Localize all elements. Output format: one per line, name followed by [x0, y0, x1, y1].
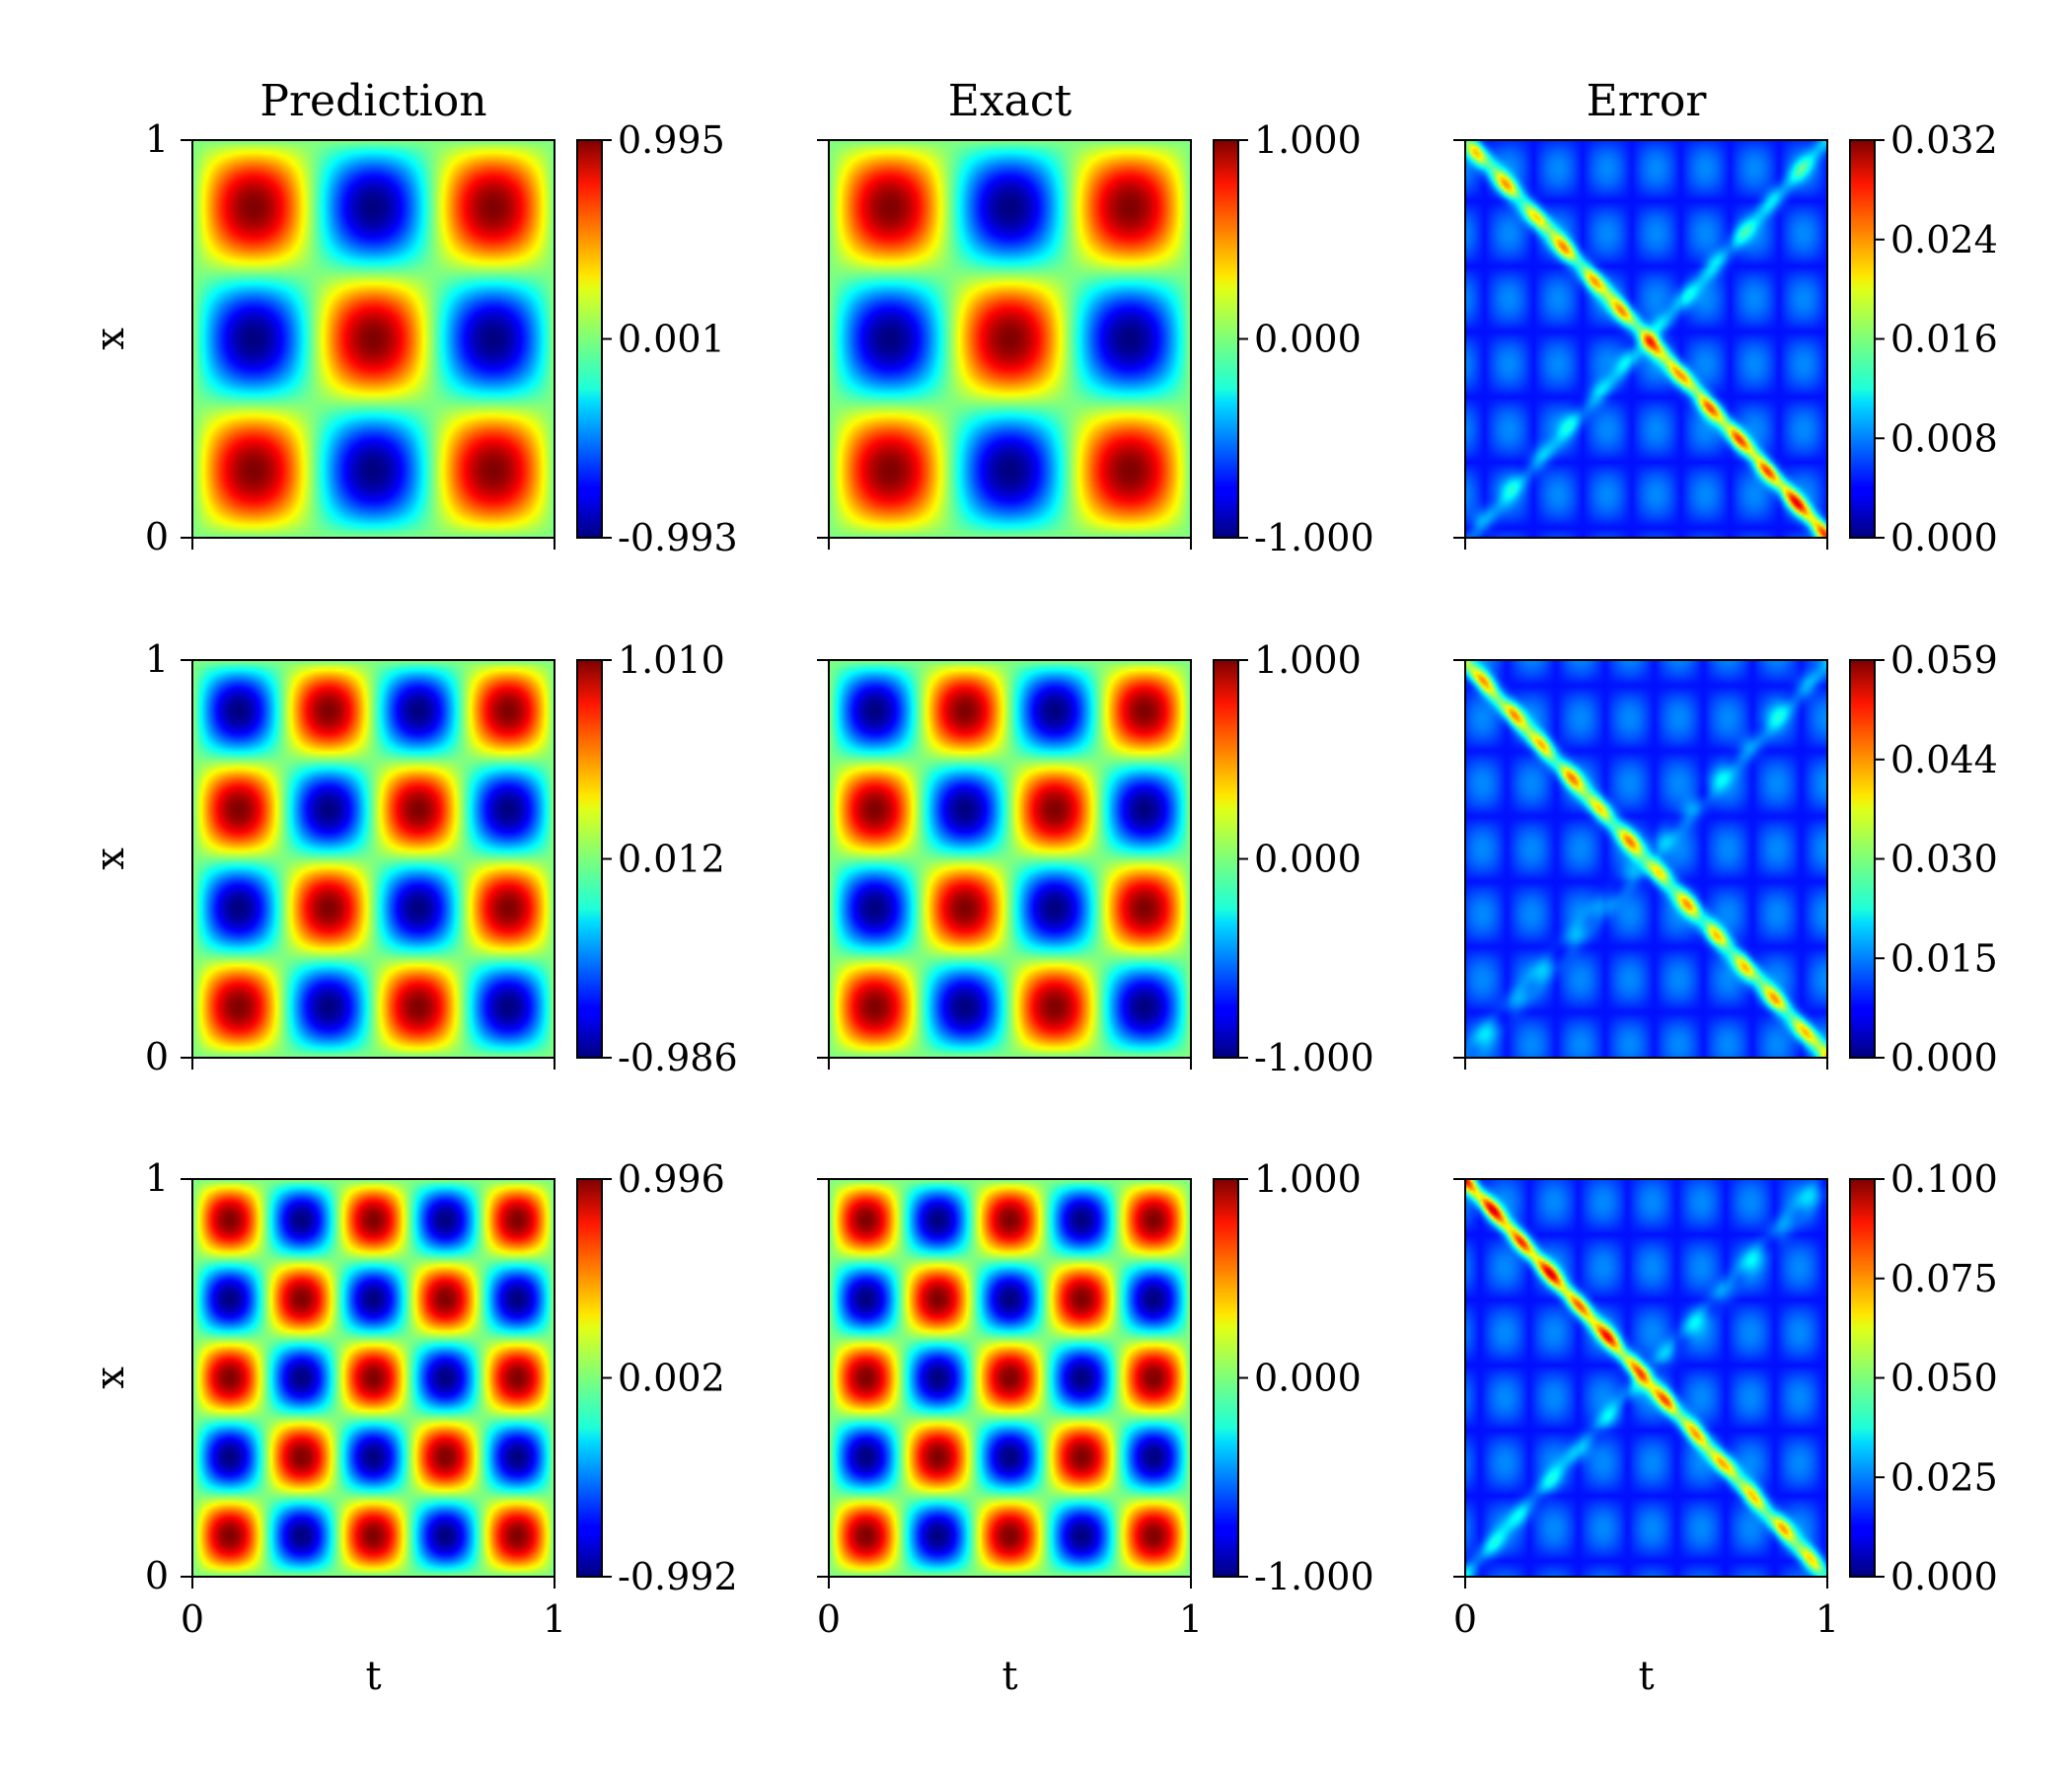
heatmap-image: [1465, 1179, 1827, 1577]
colorbar-tick-label: -0.992: [618, 1555, 738, 1598]
y-axis-label: x: [88, 848, 133, 870]
colorbar-tick-label: 0.001: [618, 318, 725, 361]
y-tick-label: 1: [145, 637, 169, 681]
y-tick-label: 1: [145, 117, 169, 161]
colorbar-tick-label: 0.000: [1254, 1357, 1362, 1400]
colorbar-tick-label: 0.000: [1890, 1036, 1998, 1079]
colorbar: [1214, 140, 1238, 538]
axes-frame: [828, 1178, 1192, 1578]
axes-frame: [191, 659, 555, 1059]
x-tick-label: 1: [1179, 1597, 1203, 1641]
heatmap-image: [1465, 660, 1827, 1058]
colorbar-tick-label: 1.000: [1254, 118, 1362, 162]
panel-error-row-3: 0 1 t 0.100 0.075 0.050 0.025 0.000: [1453, 1157, 1998, 1699]
column-title: Prediction: [259, 76, 486, 126]
colorbar-tick-label: 1.000: [1254, 1157, 1362, 1201]
colorbar: [1214, 660, 1238, 1058]
axes-frame: [191, 1178, 555, 1578]
x-tick-label: 0: [181, 1597, 204, 1641]
colorbar-tick-label: 0.000: [1254, 838, 1362, 881]
colorbar-tick-label: 0.012: [618, 838, 725, 881]
colorbar: [1850, 660, 1875, 1058]
axes-frame: [1464, 1178, 1828, 1578]
axes-frame: [1464, 139, 1828, 539]
column-title: Error: [1587, 76, 1708, 126]
axes-frame: [828, 659, 1192, 1059]
x-tick-label: 0: [1453, 1597, 1477, 1641]
colorbar-tick-label: 0.050: [1890, 1357, 1998, 1400]
colorbar: [577, 1179, 602, 1577]
colorbar: [577, 140, 602, 538]
panel-prediction-row-1: 1 0 x Prediction 0.995 0.001 -0.993: [88, 76, 738, 559]
panel-exact-row-3: 0 1 t 1.000 0.000 -1.000: [817, 1157, 1374, 1699]
y-axis-label: x: [88, 1367, 133, 1389]
colorbar-tick-label: 0.032: [1890, 118, 1998, 162]
colorbar: [577, 660, 602, 1058]
colorbar-tick-label: -0.986: [618, 1036, 738, 1079]
heatmap-image: [1465, 140, 1827, 538]
colorbar-tick-label: 0.016: [1890, 318, 1998, 361]
x-axis-label: t: [365, 1654, 381, 1699]
y-tick-label: 0: [145, 1035, 169, 1078]
colorbar-tick-label: 0.025: [1890, 1455, 1998, 1499]
y-axis-label: x: [88, 328, 133, 350]
y-tick-label: 0: [145, 515, 169, 558]
x-tick-label: 1: [1815, 1597, 1839, 1641]
colorbar-tick-label: 0.015: [1890, 936, 1998, 980]
colorbar-tick-label: -1.000: [1254, 1036, 1374, 1079]
y-tick-label: 1: [145, 1156, 169, 1200]
panel-prediction-row-2: 1 0 x 1.010 0.012 -0.986: [88, 637, 738, 1079]
x-tick-label: 0: [817, 1597, 841, 1641]
panel-exact-row-1: Exact 1.000 0.000 -1.000: [817, 76, 1374, 559]
x-tick-label: 1: [543, 1597, 566, 1641]
colorbar-tick-label: 0.030: [1890, 838, 1998, 881]
colorbar-tick-label: 0.044: [1890, 738, 1998, 781]
colorbar-tick-label: -0.993: [618, 516, 738, 559]
colorbar-tick-label: 1.000: [1254, 638, 1362, 682]
colorbar-tick-label: 0.059: [1890, 638, 1998, 682]
heatmap-image: [829, 660, 1191, 1058]
colorbar-tick-label: 0.100: [1890, 1157, 1998, 1201]
heatmap-image: [192, 1179, 555, 1577]
colorbar-tick-label: -1.000: [1254, 516, 1374, 559]
panel-exact-row-2: 1.000 0.000 -1.000: [817, 638, 1374, 1079]
panel-error-row-1: Error 0.032 0.024 0.016 0.008 0.000: [1453, 76, 1998, 559]
panel-prediction-row-3: 1 0 x 0 1 t 0.996 0.002 -0.992: [88, 1156, 738, 1699]
colorbar-tick-label: 0.000: [1254, 318, 1362, 361]
axes-frame: [1464, 659, 1828, 1059]
heatmap-image: [829, 1179, 1191, 1577]
colorbar: [1850, 1179, 1875, 1577]
heatmap-image: [829, 140, 1191, 538]
column-title: Exact: [948, 76, 1073, 126]
heatmap-image: [192, 140, 555, 538]
colorbar-tick-label: 0.008: [1890, 416, 1998, 460]
colorbar: [1850, 140, 1875, 538]
colorbar-tick-label: 0.000: [1890, 1555, 1998, 1598]
colorbar-tick-label: 0.995: [618, 118, 725, 162]
panel-error-row-2: 0.059 0.044 0.030 0.015 0.000: [1453, 638, 1998, 1079]
x-axis-label: t: [1001, 1654, 1017, 1699]
colorbar-tick-label: -1.000: [1254, 1555, 1374, 1598]
axes-frame: [191, 139, 555, 539]
colorbar-tick-label: 0.024: [1890, 218, 1998, 261]
colorbar-tick-label: 0.002: [618, 1357, 725, 1400]
y-tick-label: 0: [145, 1554, 169, 1597]
colorbar: [1214, 1179, 1238, 1577]
colorbar-tick-label: 0.075: [1890, 1257, 1998, 1300]
colorbar-tick-label: 0.996: [618, 1157, 725, 1201]
x-axis-label: t: [1638, 1654, 1654, 1699]
colorbar-tick-label: 0.000: [1890, 516, 1998, 559]
axes-frame: [828, 139, 1192, 539]
colorbar-tick-label: 1.010: [618, 638, 725, 682]
heatmap-image: [192, 660, 555, 1058]
